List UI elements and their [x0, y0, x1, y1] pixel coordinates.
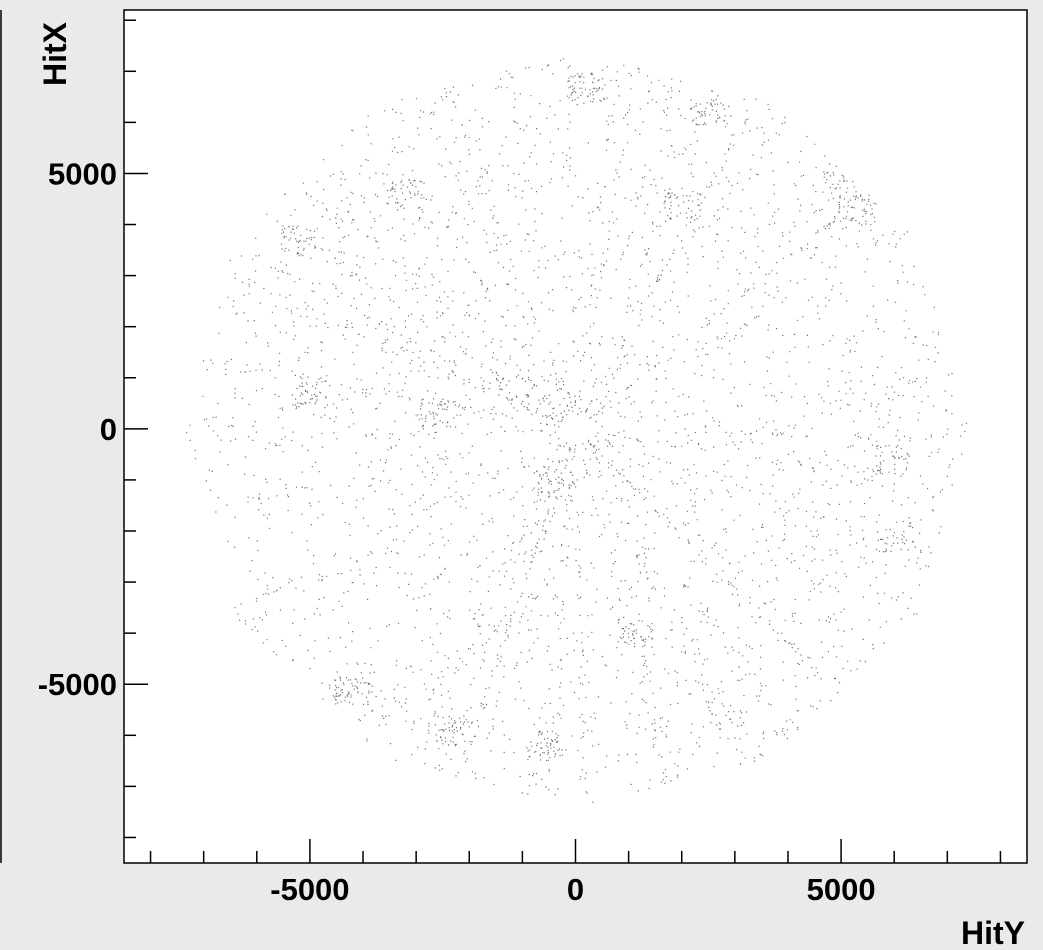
x-axis-title: HitY — [961, 915, 1025, 950]
x-tick-label: 5000 — [807, 872, 876, 907]
y-axis-tick-labels: -5000 0 5000 — [38, 156, 117, 702]
x-axis-tick-labels: -5000 0 5000 — [270, 872, 875, 907]
y-tick-label: -5000 — [38, 667, 117, 702]
x-axis-ticks — [149, 839, 1002, 863]
x-tick-label: 0 — [567, 872, 584, 907]
y-axis-title: HitX — [37, 21, 73, 86]
y-tick-label: 0 — [100, 412, 117, 447]
y-tick-label: 5000 — [48, 156, 117, 191]
y-axis-ticks — [124, 19, 148, 839]
plot-area — [124, 10, 1027, 863]
x-tick-label: -5000 — [270, 872, 349, 907]
